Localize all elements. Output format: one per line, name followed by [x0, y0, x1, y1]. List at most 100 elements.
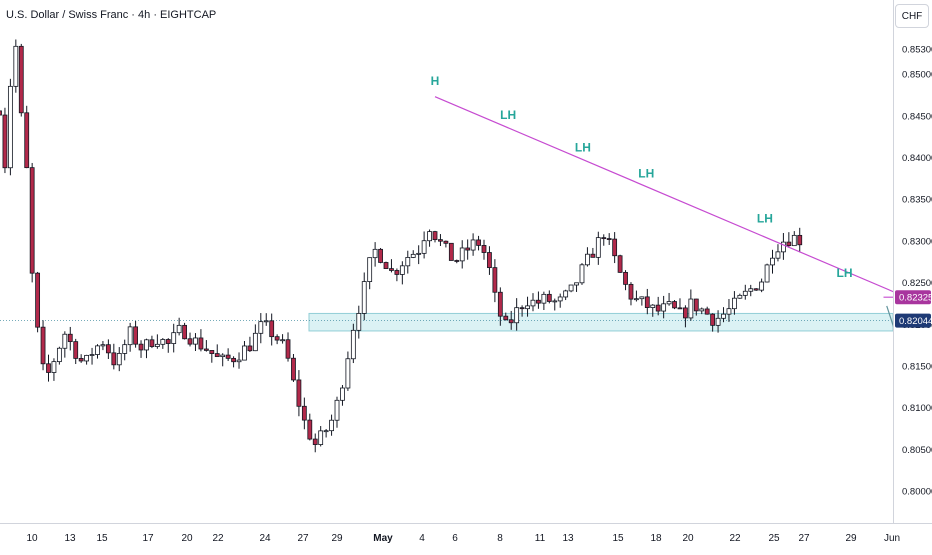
x-tick-label: 24 — [259, 533, 271, 544]
candle-body — [13, 45, 19, 87]
candle-body — [465, 247, 471, 251]
candle-body — [334, 399, 340, 421]
candle-body — [7, 85, 13, 169]
pattern-label: LH — [575, 141, 591, 155]
price-tag-label: 0.82325 — [899, 293, 932, 304]
x-tick-label: 10 — [26, 533, 38, 544]
candle-body — [699, 308, 705, 312]
candle-body — [552, 300, 558, 303]
x-tick-label: 27 — [297, 533, 309, 544]
candle-body — [443, 240, 449, 244]
candle-body — [214, 353, 220, 358]
candle-body — [448, 242, 454, 261]
candle-body — [372, 248, 378, 259]
candle-body — [127, 326, 133, 346]
candle-body — [557, 296, 563, 302]
candle-body — [726, 308, 732, 315]
candle-body — [481, 245, 487, 253]
candle-body — [247, 345, 253, 352]
support-zone — [308, 312, 894, 332]
candle-body — [122, 344, 128, 354]
candle-body — [487, 252, 492, 269]
candle-body — [280, 339, 285, 342]
x-tick-label: 27 — [798, 533, 810, 544]
x-tick-label: 4 — [419, 533, 425, 544]
candle-body — [421, 240, 427, 254]
candle-body — [89, 354, 95, 356]
candle-body — [541, 293, 547, 304]
candle-body — [318, 430, 324, 445]
price-tag-label: 0.82044 — [899, 316, 932, 327]
candle-body — [606, 238, 612, 240]
candle-body — [650, 304, 656, 309]
candle-body — [748, 288, 754, 292]
candle-body — [40, 326, 46, 365]
candle-body — [340, 387, 345, 401]
candle-body — [536, 299, 541, 304]
candle-body — [530, 299, 536, 307]
candle-body — [688, 298, 694, 319]
candle-body — [252, 332, 258, 352]
candle-body — [329, 419, 334, 432]
candle-body — [764, 264, 770, 283]
candle-body — [514, 307, 520, 324]
candle-body — [628, 283, 634, 300]
candle-body — [18, 45, 24, 114]
candle-body — [693, 298, 699, 312]
candle-body — [361, 281, 367, 314]
candle-body — [710, 313, 716, 326]
candle-body — [427, 231, 432, 242]
candle-body — [383, 262, 389, 270]
candle-body — [350, 329, 356, 360]
candle-body — [781, 241, 786, 253]
x-tick-label: 11 — [535, 533, 546, 544]
candle-body — [296, 379, 302, 407]
candle-body — [775, 251, 781, 259]
candle-body — [231, 357, 236, 363]
candle-body — [225, 354, 231, 359]
candle-body — [568, 284, 574, 292]
pattern-label: LH — [500, 108, 516, 122]
candle-body — [133, 326, 138, 345]
candle-body — [258, 321, 264, 334]
candle-body — [742, 290, 748, 296]
candle-body — [389, 268, 394, 271]
candle-body — [116, 353, 122, 366]
candle-body — [220, 354, 226, 358]
candle-body — [666, 301, 672, 305]
x-tick-label: 25 — [768, 533, 780, 544]
candle-body — [639, 296, 645, 300]
x-tick-label: 29 — [845, 533, 857, 544]
candle-body — [100, 344, 106, 347]
candle-body — [617, 255, 623, 273]
candle-body — [274, 336, 280, 341]
candle-body — [416, 252, 422, 255]
x-tick-label: 22 — [212, 533, 224, 544]
candle-body — [51, 361, 57, 373]
candle-body — [105, 344, 111, 354]
currency-button[interactable]: CHF — [895, 4, 929, 28]
pattern-label: LH — [638, 167, 654, 181]
candle-body — [394, 270, 400, 275]
candle-body — [585, 253, 590, 266]
candle-body — [2, 114, 8, 169]
candle-body — [715, 317, 721, 326]
candle-body — [634, 298, 639, 301]
x-tick-label: 6 — [452, 533, 458, 544]
candle-body — [95, 345, 100, 355]
candle-body — [590, 253, 596, 258]
candle-body — [193, 337, 198, 345]
candle-body — [78, 358, 84, 362]
chart-title: U.S. Dollar / Swiss Franc · 4h · EIGHTCA… — [6, 9, 217, 21]
candle-body — [187, 338, 193, 345]
